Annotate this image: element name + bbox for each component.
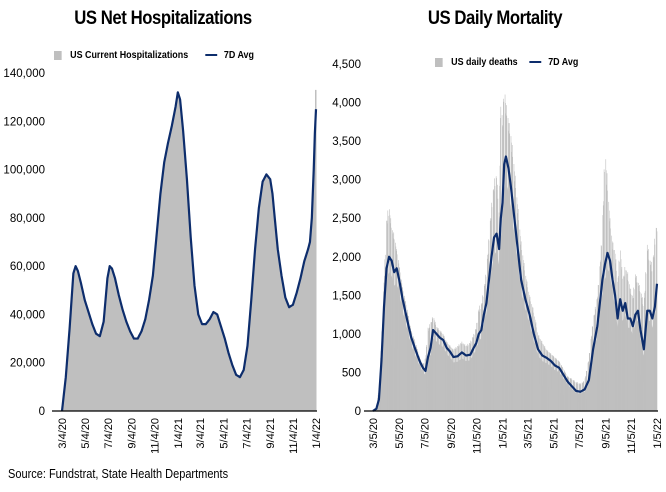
y-tick-label: 80,000 — [10, 213, 45, 225]
x-tick-label: 11/4/20 — [150, 418, 162, 454]
source-note: Source: Fundstrat, State Health Departme… — [8, 467, 229, 481]
y-tick-label: 3,500 — [332, 136, 361, 148]
line-7d-avg — [372, 155, 659, 412]
x-tick-label: 9/5/21 — [600, 418, 612, 449]
x-tick-label: 9/4/21 — [265, 418, 277, 449]
x-tick-label: 7/4/21 — [241, 418, 253, 449]
y-tick-label: 120,000 — [3, 116, 45, 128]
x-tick-label: 3/4/20 — [57, 418, 69, 449]
x-tick-label: 1/5/21 — [498, 418, 510, 449]
legend-label-bars: US daily deaths — [451, 56, 518, 68]
y-tick-label: 500 — [342, 367, 361, 379]
y-tick-label: 0 — [39, 406, 45, 418]
legend-swatch-line — [529, 61, 542, 64]
x-tick-label: 5/4/21 — [218, 418, 230, 449]
legend-label-bars: US Current Hospitalizations — [70, 49, 189, 61]
x-tick-label: 11/5/20 — [472, 418, 484, 454]
chart-title-hospitalizations: US Net Hospitalizations — [74, 8, 252, 29]
legend-label-line: 7D Avg — [548, 56, 579, 68]
x-tick-label: 1/5/22 — [652, 418, 664, 449]
x-tick-label: 3/4/21 — [195, 418, 207, 449]
x-tick-label: 5/5/20 — [394, 418, 406, 449]
x-tick-label: 5/4/20 — [80, 418, 92, 449]
y-tick-label: 1,500 — [332, 290, 361, 302]
x-tick-label: 7/5/21 — [574, 418, 586, 449]
line-7d-avg — [60, 91, 318, 412]
x-tick-label: 9/5/20 — [446, 418, 458, 449]
x-tick-label: 1/4/21 — [173, 418, 185, 449]
y-tick-label: 60,000 — [10, 261, 45, 273]
legend-mortality: US daily deaths 7D Avg — [435, 56, 578, 68]
y-tick-label: 0 — [355, 406, 361, 418]
x-tick-label: 3/5/20 — [368, 418, 380, 449]
legend-swatch-line — [205, 54, 218, 57]
bars-area — [62, 92, 316, 411]
legend-swatch-bars — [435, 57, 443, 67]
x-tick-label: 7/4/20 — [103, 418, 115, 449]
legend-label-line: 7D Avg — [223, 49, 254, 61]
x-tick-label: 5/5/21 — [548, 418, 560, 449]
y-tick-label: 3,000 — [332, 175, 361, 187]
y-tick-label: 140,000 — [3, 68, 45, 80]
y-tick-label: 2,500 — [332, 213, 361, 225]
y-tick-label: 2,000 — [332, 252, 361, 264]
y-tick-label: 40,000 — [10, 309, 45, 321]
chart-title-mortality: US Daily Mortality — [427, 8, 563, 29]
bar-last — [315, 89, 317, 412]
y-tick-label: 100,000 — [3, 165, 45, 177]
x-tick-label: 11/5/21 — [626, 418, 638, 454]
x-tick-label: 7/5/20 — [420, 418, 432, 449]
x-tick-label: 9/4/20 — [127, 418, 139, 449]
y-tick-label: 4,500 — [332, 59, 361, 71]
x-tick-label: 1/4/22 — [311, 418, 323, 449]
y-tick-label: 20,000 — [10, 358, 45, 370]
y-tick-label: 4,000 — [332, 98, 361, 110]
legend-swatch-bars — [54, 50, 62, 60]
x-tick-label: 3/5/21 — [522, 418, 534, 449]
legend-hospitalizations: US Current Hospitalizations 7D Avg — [54, 49, 254, 61]
y-tick-label: 1,000 — [332, 329, 361, 341]
x-tick-label: 11/4/21 — [288, 418, 300, 454]
